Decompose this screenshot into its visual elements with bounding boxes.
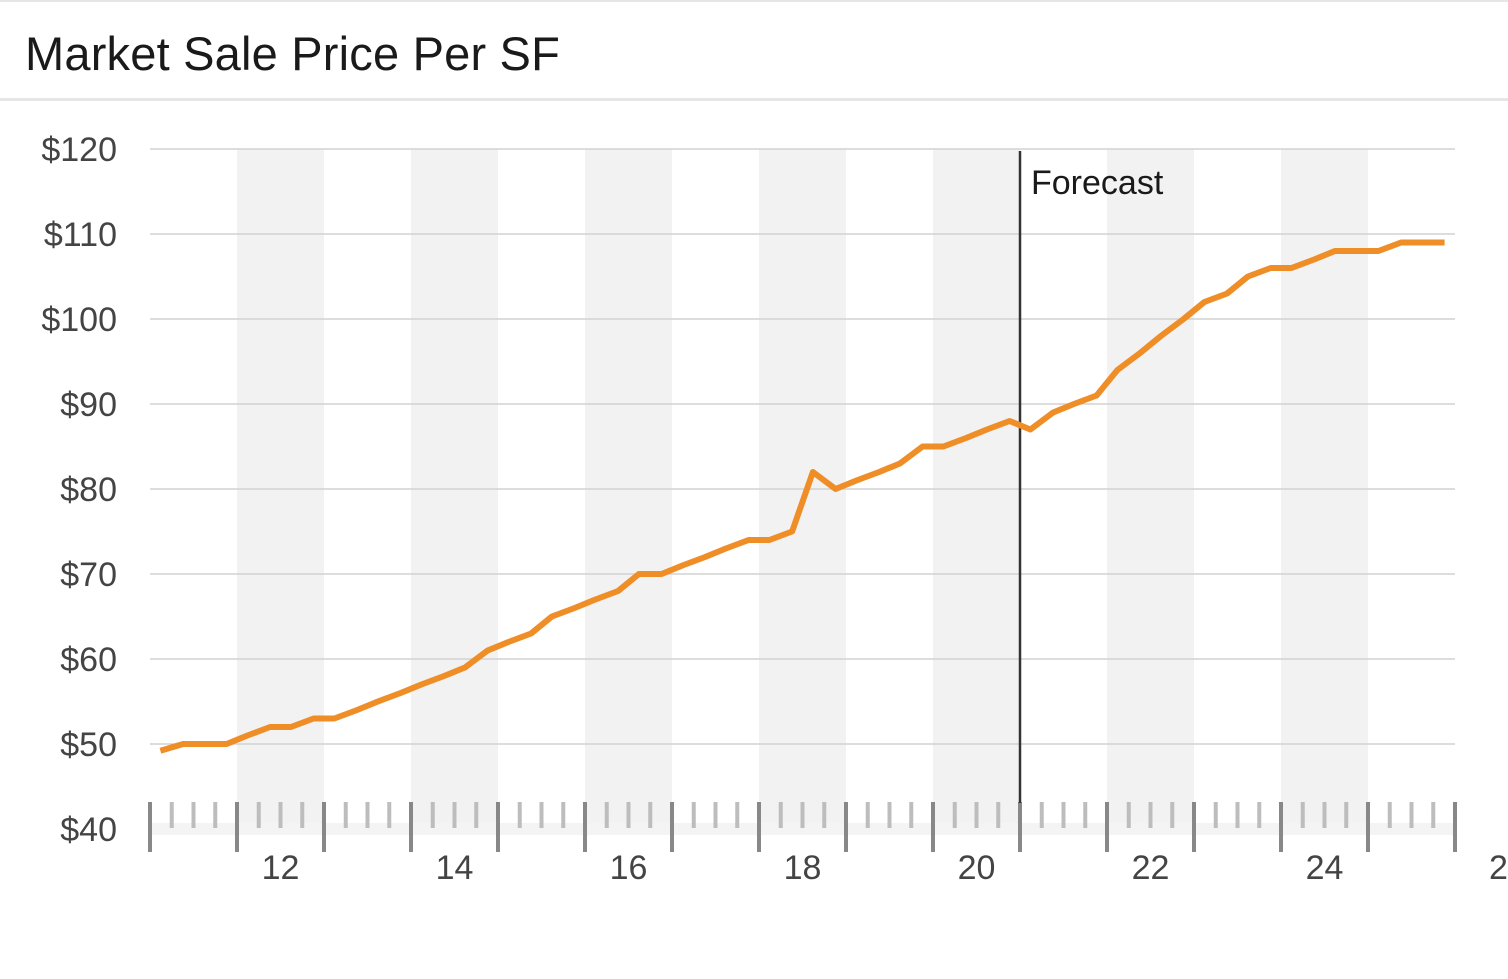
x-tick-label: 16 <box>610 849 648 887</box>
x-axis-ticks <box>148 802 1457 852</box>
x-tick-label: 20 <box>958 849 996 887</box>
y-tick-label: $90 <box>60 386 117 424</box>
y-tick-label: $60 <box>60 641 117 679</box>
series-line <box>159 239 1445 754</box>
y-tick-label: $50 <box>60 726 117 764</box>
y-tick-label: $80 <box>60 471 117 509</box>
y-tick-label: $100 <box>41 301 117 339</box>
series-group <box>159 239 1445 754</box>
x-tick-label: 14 <box>436 849 474 887</box>
x-tick-label: 12 <box>262 849 300 887</box>
y-tick-label: $70 <box>60 556 117 594</box>
y-tick-label: $110 <box>44 216 117 254</box>
x-tick-label: 18 <box>784 849 822 887</box>
forecast-label: Forecast <box>1031 164 1164 202</box>
x-tick-label: 2 <box>1489 849 1508 887</box>
panel-header: Market Sale Price Per SF <box>0 2 1508 101</box>
x-tick-label: 24 <box>1306 849 1344 887</box>
gridlines <box>150 148 1455 745</box>
y-tick-label: $40 <box>60 811 117 849</box>
y-tick-label: $120 <box>41 131 117 169</box>
y-axis-labels: $120 $110 $100 $90 $80 $70 $60 $50 $40 <box>41 131 117 849</box>
forecast-marker: Forecast <box>1018 151 1164 803</box>
chart-title: Market Sale Price Per SF <box>25 27 561 80</box>
x-tick-label: 22 <box>1132 849 1170 887</box>
x-axis-labels: 12 14 16 18 20 22 24 2 <box>262 849 1508 887</box>
